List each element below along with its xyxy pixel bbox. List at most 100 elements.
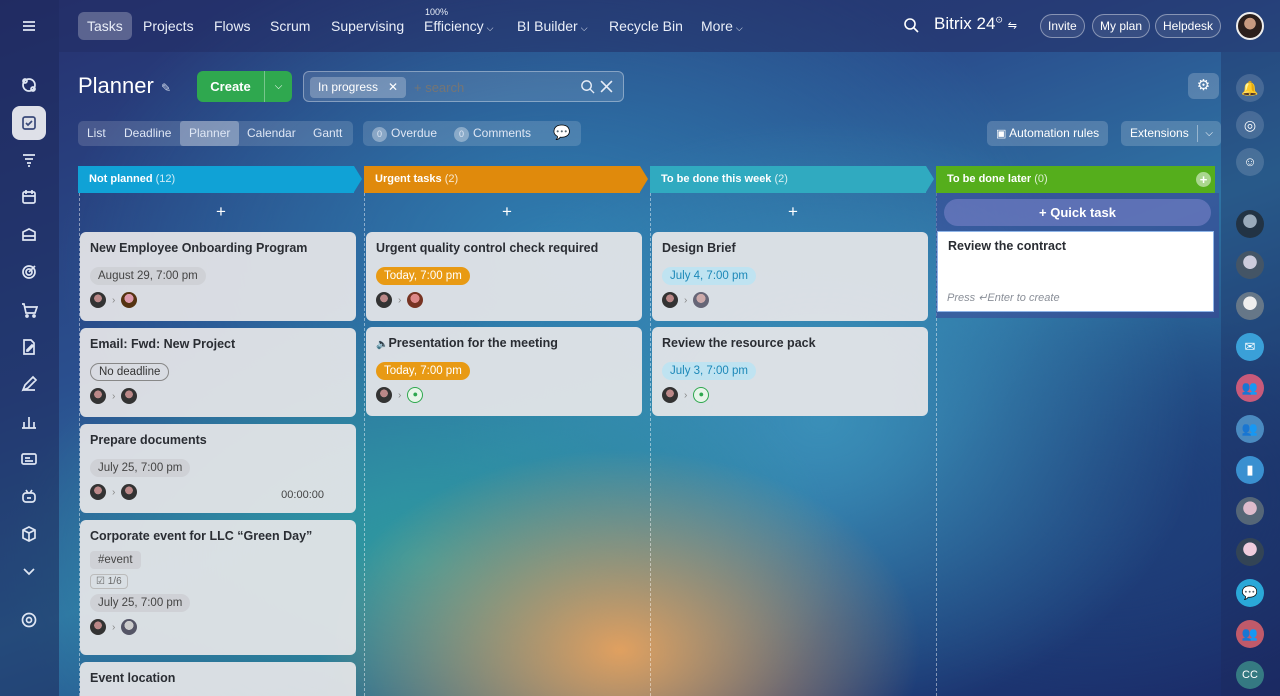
column-header-not-planned[interactable]: Not planned (12) — [78, 166, 362, 193]
nav-flows[interactable]: Flows — [214, 18, 251, 34]
add-task-icon[interactable]: + — [788, 202, 798, 221]
avatar[interactable] — [1236, 292, 1264, 320]
nav-more[interactable]: More ⌵ — [692, 12, 752, 40]
mail-icon[interactable]: ✉ — [1236, 333, 1264, 361]
nav-supervising[interactable]: Supervising — [331, 18, 405, 34]
funnel-icon[interactable] — [12, 143, 46, 177]
deadline-badge[interactable]: July 25, 7:00 pm — [90, 594, 191, 612]
settings-gear-icon[interactable]: ⚙ — [1188, 73, 1219, 99]
nav-recycle-bin[interactable]: Recycle Bin — [609, 18, 683, 34]
deadline-badge[interactable]: July 3, 7:00 pm — [662, 362, 756, 380]
search-icon[interactable] — [903, 17, 919, 38]
task-card[interactable]: Email: Fwd: New Project No deadline › — [80, 328, 356, 417]
tab-deadline[interactable]: Deadline — [124, 126, 172, 140]
chevron-down-icon[interactable]: ⌵ — [1196, 125, 1221, 142]
task-card[interactable]: Design Brief July 4, 7:00 pm › — [652, 232, 928, 321]
overdue-counter[interactable]: 0 Overdue — [372, 126, 437, 142]
filter-search[interactable]: In progress ✕ — [303, 71, 624, 102]
deadline-badge[interactable]: No deadline — [90, 363, 170, 381]
quick-task-input[interactable] — [948, 239, 1203, 253]
avatar[interactable] — [90, 484, 106, 500]
nav-tasks[interactable]: Tasks — [78, 12, 132, 40]
box-icon[interactable] — [12, 517, 46, 551]
task-card[interactable]: Event location — [80, 662, 356, 696]
add-task-icon[interactable]: + — [502, 202, 512, 221]
settings-toggle-icon[interactable]: ⇋ — [1007, 20, 1017, 32]
checklist-badge[interactable]: ☑ 1/6 — [90, 574, 128, 589]
avatar[interactable] — [121, 388, 138, 404]
filter-chip[interactable]: In progress ✕ — [310, 77, 407, 98]
quick-task-button[interactable]: + Quick task — [944, 199, 1211, 226]
nav-bi-builder[interactable]: BI Builder ⌵ — [508, 12, 597, 40]
bitrix-logo[interactable]: Bitrix 24⊙ ⇋ — [934, 14, 1017, 34]
avatar[interactable] — [376, 387, 392, 403]
search-input[interactable] — [414, 77, 564, 98]
avatar[interactable] — [693, 292, 710, 308]
add-task-icon[interactable]: + — [216, 202, 226, 221]
extensions-button[interactable]: Extensions ⌵ — [1121, 121, 1221, 146]
column-header-urgent[interactable]: Urgent tasks (2) — [364, 166, 648, 193]
avatar[interactable] — [90, 292, 106, 308]
comments-counter[interactable]: 0 Comments — [454, 126, 531, 142]
helpdesk-button[interactable]: Helpdesk — [1155, 14, 1222, 38]
hashtag-badge[interactable]: #event — [90, 551, 141, 569]
pen-icon[interactable] — [12, 367, 46, 401]
pin-icon[interactable]: ✎ — [161, 81, 172, 95]
bookmark-icon[interactable]: ▮ — [1236, 456, 1264, 484]
task-card[interactable]: New Employee Onboarding Program August 2… — [80, 232, 356, 321]
tab-calendar[interactable]: Calendar — [247, 126, 296, 140]
group-chat-icon[interactable]: 👥 — [1236, 415, 1264, 443]
tab-gantt[interactable]: Gantt — [313, 126, 343, 140]
avatar[interactable] — [1236, 251, 1264, 279]
task-card[interactable]: Review the resource pack July 3, 7:00 pm… — [652, 327, 928, 416]
group-chat-icon[interactable]: 👥 — [1236, 374, 1264, 402]
copilot-icon[interactable]: ◎ — [1236, 111, 1264, 139]
avatar[interactable] — [1236, 210, 1264, 238]
avatar[interactable] — [90, 388, 106, 404]
deadline-badge[interactable]: Today, 7:00 pm — [376, 362, 470, 380]
user-placeholder-icon[interactable]: ● — [407, 387, 424, 403]
analytics-icon[interactable] — [12, 405, 46, 439]
messenger-icon[interactable]: ☺ — [1236, 148, 1264, 176]
my-plan-button[interactable]: My plan — [1092, 14, 1151, 38]
task-card[interactable]: 🔈Presentation for the meeting Today, 7:0… — [366, 327, 642, 416]
avatar[interactable] — [662, 387, 678, 403]
avatar[interactable] — [121, 619, 138, 635]
deadline-badge[interactable]: July 25, 7:00 pm — [90, 459, 191, 477]
chat-icon[interactable] — [12, 68, 46, 102]
storage-icon[interactable] — [12, 218, 46, 252]
group-chat-icon[interactable]: 👥 — [1236, 620, 1264, 648]
cart-icon[interactable] — [12, 293, 46, 327]
automation-rules-button[interactable]: ▣ Automation rules — [987, 121, 1109, 146]
menu-icon[interactable] — [12, 9, 46, 43]
deadline-badge[interactable]: Today, 7:00 pm — [376, 267, 470, 285]
task-card[interactable]: Urgent quality control check required To… — [366, 232, 642, 321]
contact-center-icon[interactable] — [12, 442, 46, 476]
bot-icon[interactable] — [12, 479, 46, 513]
sign-icon[interactable] — [12, 330, 46, 364]
avatar[interactable] — [407, 292, 424, 308]
bell-icon[interactable]: 🔔 — [1236, 74, 1264, 102]
avatar[interactable] — [1236, 538, 1264, 566]
avatar[interactable] — [121, 484, 138, 500]
nav-projects[interactable]: Projects — [143, 18, 194, 34]
create-button[interactable]: Create ⌵ — [197, 71, 292, 102]
avatar[interactable] — [1236, 497, 1264, 525]
nav-efficiency[interactable]: Efficiency ⌵ — [415, 12, 503, 40]
chevron-down-icon[interactable]: ⌵ — [264, 71, 292, 102]
tasks-icon[interactable] — [12, 106, 46, 140]
user-placeholder-icon[interactable]: ● — [693, 387, 710, 403]
user-avatar[interactable] — [1236, 12, 1264, 40]
invite-button[interactable]: Invite — [1040, 14, 1085, 38]
support-chat-icon[interactable]: 💬 — [1236, 579, 1264, 607]
column-header-this-week[interactable]: To be done this week (2) — [650, 166, 934, 193]
add-icon[interactable]: + — [1196, 172, 1211, 187]
task-card[interactable]: Prepare documents July 25, 7:00 pm › 00:… — [80, 424, 356, 513]
tab-planner[interactable]: Planner — [180, 121, 240, 146]
nav-scrum[interactable]: Scrum — [270, 18, 311, 34]
deadline-badge[interactable]: August 29, 7:00 pm — [90, 267, 206, 285]
settings-icon[interactable] — [12, 603, 46, 637]
avatar[interactable] — [90, 619, 106, 635]
avatar[interactable] — [662, 292, 678, 308]
target-icon[interactable] — [12, 255, 46, 289]
